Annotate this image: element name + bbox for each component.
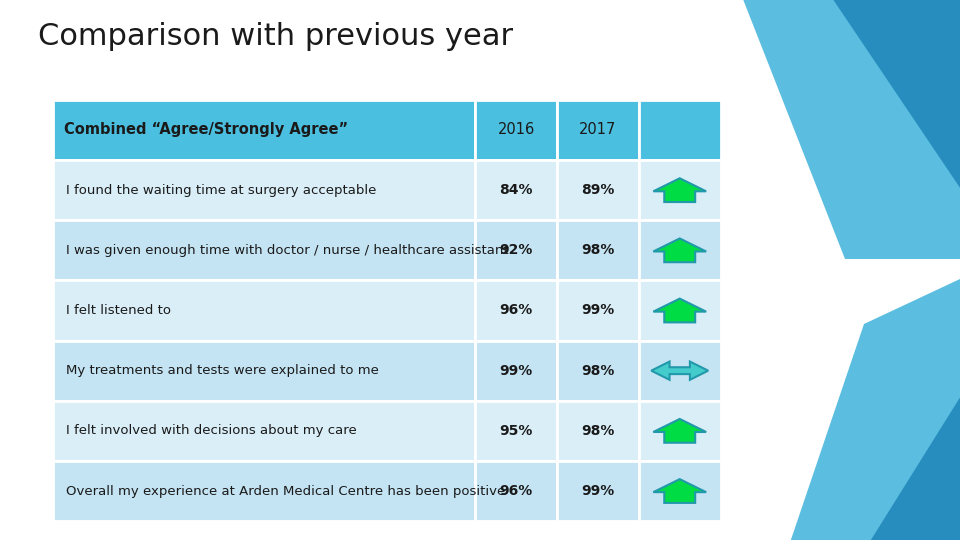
Text: Overall my experience at Arden Medical Centre has been positive: Overall my experience at Arden Medical C… xyxy=(66,484,506,497)
Text: 99%: 99% xyxy=(582,484,614,498)
Text: I was given enough time with doctor / nurse / healthcare assistant: I was given enough time with doctor / nu… xyxy=(66,244,509,257)
Text: 96%: 96% xyxy=(500,303,533,318)
Text: Comparison with previous year: Comparison with previous year xyxy=(38,22,514,51)
Text: Combined “Agree/Strongly Agree”: Combined “Agree/Strongly Agree” xyxy=(64,123,348,138)
Text: I found the waiting time at surgery acceptable: I found the waiting time at surgery acce… xyxy=(66,184,376,197)
Text: 2017: 2017 xyxy=(579,123,616,138)
Text: 2016: 2016 xyxy=(497,123,535,138)
Text: 96%: 96% xyxy=(500,484,533,498)
Text: My treatments and tests were explained to me: My treatments and tests were explained t… xyxy=(66,364,379,377)
Text: 99%: 99% xyxy=(582,303,614,318)
Text: 99%: 99% xyxy=(500,363,533,377)
Text: 98%: 98% xyxy=(582,424,614,438)
Text: I felt involved with decisions about my care: I felt involved with decisions about my … xyxy=(66,424,357,437)
Text: 92%: 92% xyxy=(499,244,533,258)
Text: 95%: 95% xyxy=(499,424,533,438)
Text: 89%: 89% xyxy=(582,183,614,197)
Text: 84%: 84% xyxy=(499,183,533,197)
Text: 98%: 98% xyxy=(582,363,614,377)
Text: 98%: 98% xyxy=(582,244,614,258)
Text: I felt listened to: I felt listened to xyxy=(66,304,171,317)
